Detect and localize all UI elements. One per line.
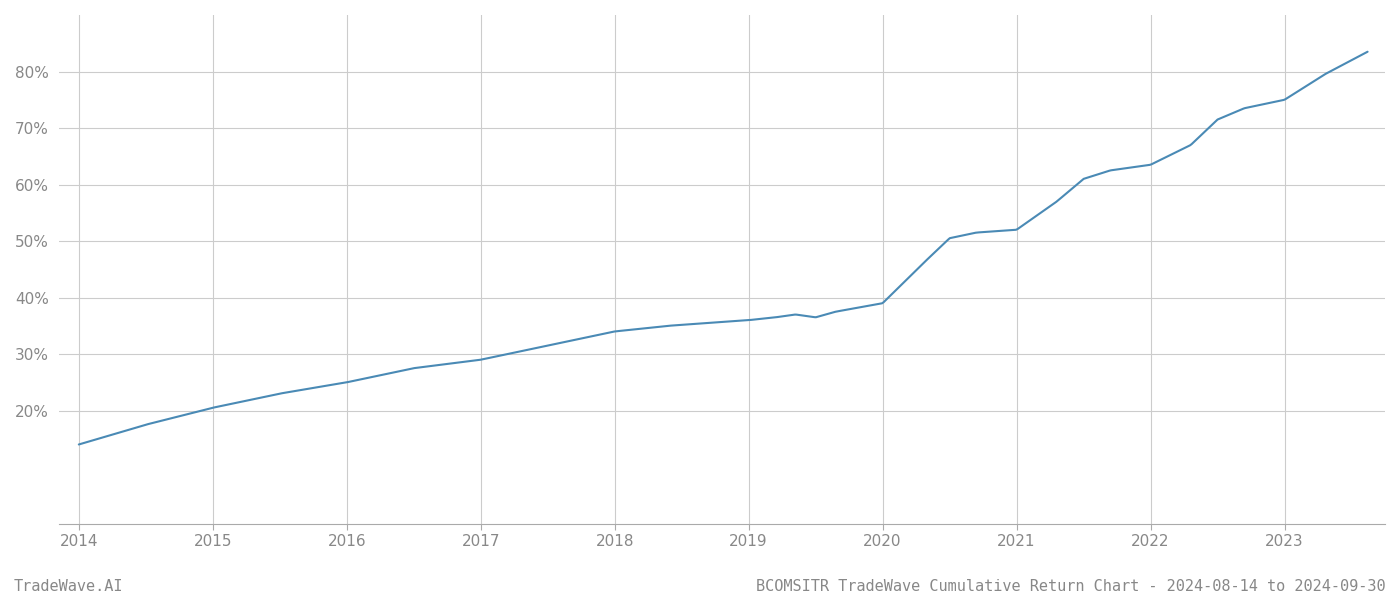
Text: TradeWave.AI: TradeWave.AI bbox=[14, 579, 123, 594]
Text: BCOMSITR TradeWave Cumulative Return Chart - 2024-08-14 to 2024-09-30: BCOMSITR TradeWave Cumulative Return Cha… bbox=[756, 579, 1386, 594]
